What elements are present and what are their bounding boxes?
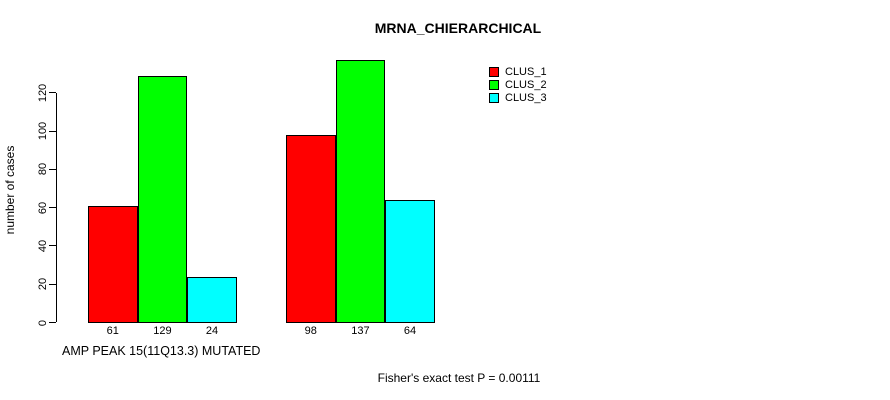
bar-clus_3-group2 (385, 199, 435, 323)
y-axis-tick (49, 283, 56, 285)
legend-label: CLUS_3 (505, 91, 547, 104)
y-axis-tick-label: 20 (37, 278, 49, 291)
bar-clus_2-group1 (137, 75, 188, 323)
y-axis-tick-label: 60 (37, 201, 49, 214)
x-axis-label: AMP PEAK 15(11Q13.3) MUTATED (62, 344, 261, 358)
bar-value-label: 137 (351, 325, 370, 337)
y-axis-tick-label: 40 (37, 239, 49, 253)
bar-clus_1-group2 (286, 134, 336, 323)
y-axis-tick (49, 168, 56, 170)
legend-swatch-green (489, 79, 499, 90)
y-axis-tick (49, 92, 56, 94)
legend-item-clus-3: CLUS_3 (489, 91, 547, 104)
legend-item-clus-2: CLUS_2 (489, 78, 547, 91)
y-axis-tick (49, 245, 56, 247)
y-axis-tick (49, 322, 56, 323)
y-axis-tick-label: 120 (37, 83, 49, 102)
legend-swatch-red (489, 66, 499, 77)
bar-value-label: 129 (153, 325, 172, 337)
fisher-test-annotation: Fisher's exact test P = 0.00111 (377, 371, 541, 385)
y-axis-tick-label: 80 (37, 163, 49, 176)
y-axis-tick (49, 207, 56, 209)
y-axis-line (56, 92, 57, 323)
y-axis-label: number of cases (3, 145, 17, 235)
legend-swatch-cyan (489, 92, 499, 103)
legend-item-clus-1: CLUS_1 (489, 65, 547, 78)
y-axis-tick-label: 0 (37, 319, 49, 326)
legend-label: CLUS_1 (505, 65, 547, 78)
bar-value-label: 24 (205, 325, 219, 337)
bar-value-label: 98 (304, 325, 317, 337)
bar-value-label: 64 (403, 325, 417, 337)
y-axis-tick (49, 130, 56, 132)
chart-title: MRNA_CHIERARCHICAL (374, 20, 542, 36)
bar-clus_1-group1 (88, 205, 138, 323)
legend-label: CLUS_2 (505, 78, 547, 91)
legend: CLUS_1 CLUS_2 CLUS_3 (489, 65, 547, 104)
bar-clus_3-group1 (187, 276, 237, 323)
bar-clus_2-group2 (335, 60, 386, 323)
y-axis-tick-label: 100 (37, 121, 49, 141)
bar-value-label: 61 (106, 325, 119, 337)
